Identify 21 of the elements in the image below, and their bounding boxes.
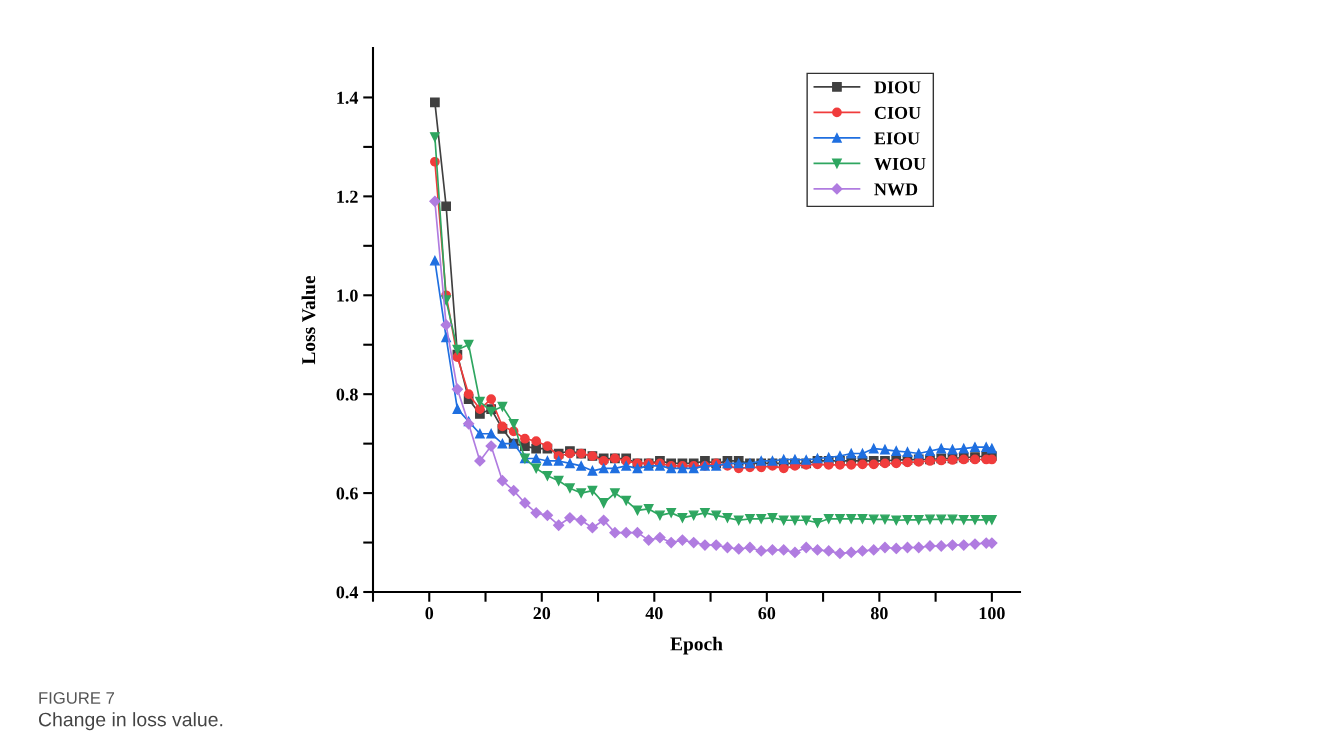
y-tick-label: 0.8	[336, 388, 358, 401]
y-tick-label: 1.0	[337, 289, 358, 302]
x-tick-label: 100	[979, 607, 1005, 620]
y-axis-title: Loss Value	[301, 275, 316, 365]
x-tick-label: 20	[533, 607, 551, 620]
legend-label: NWD	[874, 183, 918, 196]
y-tick-label: 1.2	[337, 190, 358, 203]
legend-label: WIOU	[874, 157, 926, 171]
text: Change in loss value.	[38, 712, 223, 731]
x-axis-title: Epoch	[670, 636, 723, 655]
y-tick-label: 0.4	[336, 586, 359, 599]
y-tick-label: 1.4	[337, 91, 359, 104]
x-tick-label: 80	[870, 607, 888, 620]
x-tick-label: 60	[758, 607, 776, 620]
legend-label: CIOU	[874, 106, 921, 119]
legend-label: DIOU	[874, 81, 921, 94]
x-tick-label: 40	[645, 607, 663, 620]
legend-label: EIOU	[874, 132, 920, 145]
caption: FIGURE 7	[39, 692, 115, 704]
x-tick-label: 0	[425, 607, 434, 620]
y-tick-label: 0.6	[336, 487, 358, 500]
